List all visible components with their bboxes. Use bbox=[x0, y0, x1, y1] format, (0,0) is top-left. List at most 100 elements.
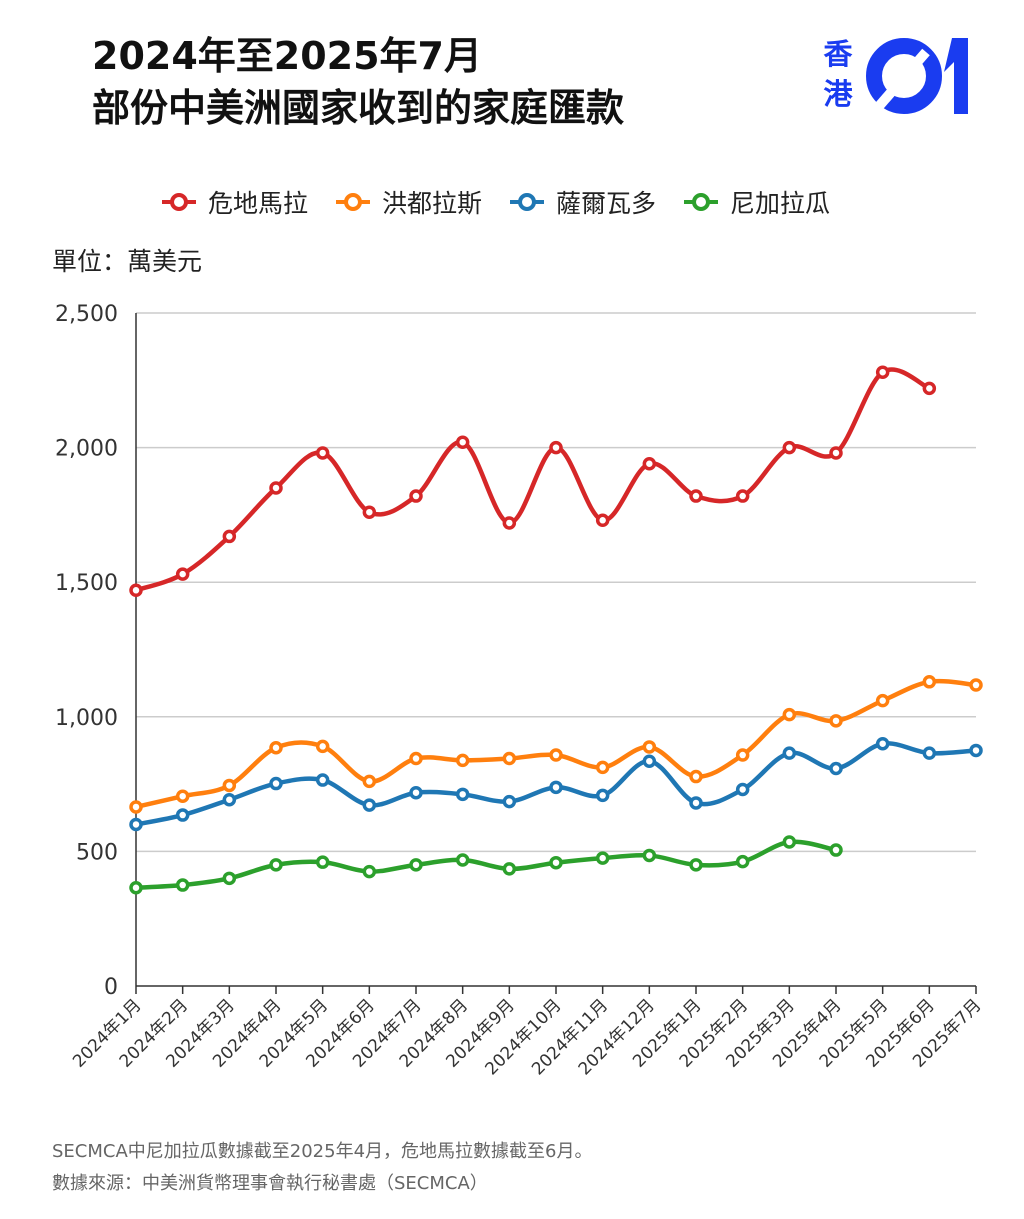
logo-text-line-2: 港 bbox=[823, 77, 853, 111]
data-point-el-salvador bbox=[922, 746, 937, 760]
data-point-guatemala bbox=[782, 440, 797, 455]
data-point-honduras bbox=[175, 789, 190, 803]
data-point-guatemala bbox=[735, 489, 750, 503]
footer-note: SECMCA中尼加拉瓜數據截至2025年4月，危地馬拉數據截至6月。 bbox=[52, 1141, 593, 1162]
legend-marker-guatemala bbox=[162, 193, 196, 211]
logo-01-mark-icon bbox=[866, 38, 968, 116]
data-point-el-salvador bbox=[315, 773, 330, 787]
data-point-nicaragua bbox=[409, 858, 423, 872]
data-point-guatemala bbox=[175, 567, 190, 581]
legend-label-guatemala: 危地馬拉 bbox=[208, 189, 309, 218]
data-point-honduras bbox=[129, 800, 143, 814]
legend-item-nicaragua: 尼加拉瓜 bbox=[682, 184, 830, 220]
data-point-guatemala bbox=[269, 481, 283, 495]
data-point-guatemala bbox=[502, 516, 517, 530]
data-point-guatemala bbox=[409, 489, 423, 503]
chart-legend: 危地馬拉 洪都拉斯 薩爾瓦多 尼加拉瓜 bbox=[160, 182, 830, 222]
data-point-guatemala bbox=[129, 583, 143, 598]
data-point-el-salvador bbox=[502, 794, 517, 809]
legend-item-el-salvador: 薩爾瓦多 bbox=[508, 184, 656, 220]
data-point-guatemala bbox=[549, 440, 563, 455]
data-point-guatemala bbox=[829, 446, 843, 460]
data-point-honduras bbox=[362, 774, 377, 789]
data-point-guatemala bbox=[595, 513, 610, 528]
y-tick-label: 2,500 bbox=[55, 302, 118, 327]
legend-label-nicaragua: 尼加拉瓜 bbox=[730, 189, 831, 218]
data-point-honduras bbox=[922, 675, 937, 689]
data-point-honduras bbox=[222, 778, 237, 793]
data-point-honduras bbox=[782, 707, 797, 722]
unit-label: 單位：萬美元 bbox=[52, 247, 203, 276]
data-point-guatemala bbox=[362, 505, 377, 519]
data-point-guatemala bbox=[689, 489, 703, 503]
data-point-honduras bbox=[875, 693, 890, 708]
data-point-honduras bbox=[409, 751, 423, 766]
data-point-el-salvador bbox=[362, 798, 377, 812]
data-point-nicaragua bbox=[735, 854, 750, 869]
data-point-nicaragua bbox=[455, 853, 470, 867]
y-tick-label: 500 bbox=[76, 840, 118, 865]
y-tick-label: 1,500 bbox=[55, 571, 118, 596]
brand-logo: 香 港 bbox=[818, 34, 978, 118]
data-point-el-salvador bbox=[549, 780, 563, 795]
data-point-guatemala bbox=[875, 365, 890, 379]
data-point-el-salvador bbox=[689, 796, 703, 810]
legend-marker-honduras bbox=[336, 193, 371, 211]
data-point-guatemala bbox=[642, 457, 657, 471]
data-point-el-salvador bbox=[222, 792, 237, 807]
data-point-el-salvador bbox=[782, 746, 797, 760]
data-point-nicaragua bbox=[222, 871, 237, 886]
grid-lines bbox=[136, 312, 976, 853]
data-point-nicaragua bbox=[315, 855, 330, 869]
data-point-honduras bbox=[829, 714, 843, 728]
data-point-honduras bbox=[969, 678, 983, 692]
logo-text-line-1: 香 bbox=[823, 37, 853, 71]
axes bbox=[135, 313, 977, 994]
y-tick-label: 2,000 bbox=[55, 437, 118, 462]
data-point-honduras bbox=[642, 740, 657, 754]
data-point-el-salvador bbox=[175, 808, 190, 822]
data-point-nicaragua bbox=[642, 848, 657, 863]
legend-item-honduras: 洪都拉斯 bbox=[334, 184, 482, 220]
chart-footer: SECMCA中尼加拉瓜數據截至2025年4月，危地馬拉數據截至6月。 數據來源：… bbox=[52, 1136, 593, 1200]
x-tick-labels: 2024年1月2024年2月2024年3月2024年4月2024年5月2024年… bbox=[69, 995, 985, 1079]
data-point-el-salvador bbox=[455, 787, 470, 802]
data-point-nicaragua bbox=[269, 858, 283, 872]
data-point-nicaragua bbox=[782, 835, 797, 849]
data-point-honduras bbox=[315, 739, 330, 754]
data-point-honduras bbox=[689, 769, 703, 784]
data-series bbox=[129, 365, 983, 895]
data-point-el-salvador bbox=[129, 817, 143, 832]
footer-source: 數據來源：中美洲貨幣理事會執行秘書處（SECMCA） bbox=[52, 1173, 488, 1194]
data-point-honduras bbox=[735, 748, 750, 762]
data-point-nicaragua bbox=[595, 851, 610, 865]
data-point-el-salvador bbox=[409, 785, 423, 800]
data-point-nicaragua bbox=[549, 855, 563, 870]
title-line-2: 部份中美洲國家收到的家庭匯款 bbox=[92, 86, 625, 130]
legend-marker-nicaragua bbox=[684, 193, 719, 211]
legend-label-el-salvador: 薩爾瓦多 bbox=[556, 189, 657, 218]
y-tick-label: 0 bbox=[104, 975, 118, 1000]
legend-marker-el-salvador bbox=[510, 193, 545, 211]
data-point-guatemala bbox=[222, 529, 237, 544]
data-point-honduras bbox=[549, 748, 563, 762]
data-point-guatemala bbox=[922, 381, 937, 396]
data-point-honduras bbox=[455, 753, 470, 768]
data-point-el-salvador bbox=[642, 754, 657, 768]
data-point-el-salvador bbox=[875, 736, 890, 751]
data-point-nicaragua bbox=[129, 880, 143, 895]
y-tick-label: 1,000 bbox=[55, 706, 118, 731]
y-tick-labels: 0 500 1,000 1,500 2,000 2,500 bbox=[55, 302, 118, 1000]
data-point-honduras bbox=[502, 751, 517, 766]
data-point-nicaragua bbox=[829, 843, 843, 857]
data-point-guatemala bbox=[455, 435, 470, 449]
data-point-el-salvador bbox=[735, 782, 750, 797]
line-chart: 0 500 1,000 1,500 2,000 2,500 2024年1月2024年2月2… bbox=[55, 302, 986, 1079]
data-point-el-salvador bbox=[969, 743, 983, 758]
legend-label-honduras: 洪都拉斯 bbox=[382, 189, 483, 218]
data-point-guatemala bbox=[315, 446, 330, 460]
data-point-el-salvador bbox=[269, 776, 283, 791]
data-point-nicaragua bbox=[502, 862, 517, 876]
data-point-honduras bbox=[269, 741, 283, 755]
data-point-nicaragua bbox=[362, 864, 377, 879]
